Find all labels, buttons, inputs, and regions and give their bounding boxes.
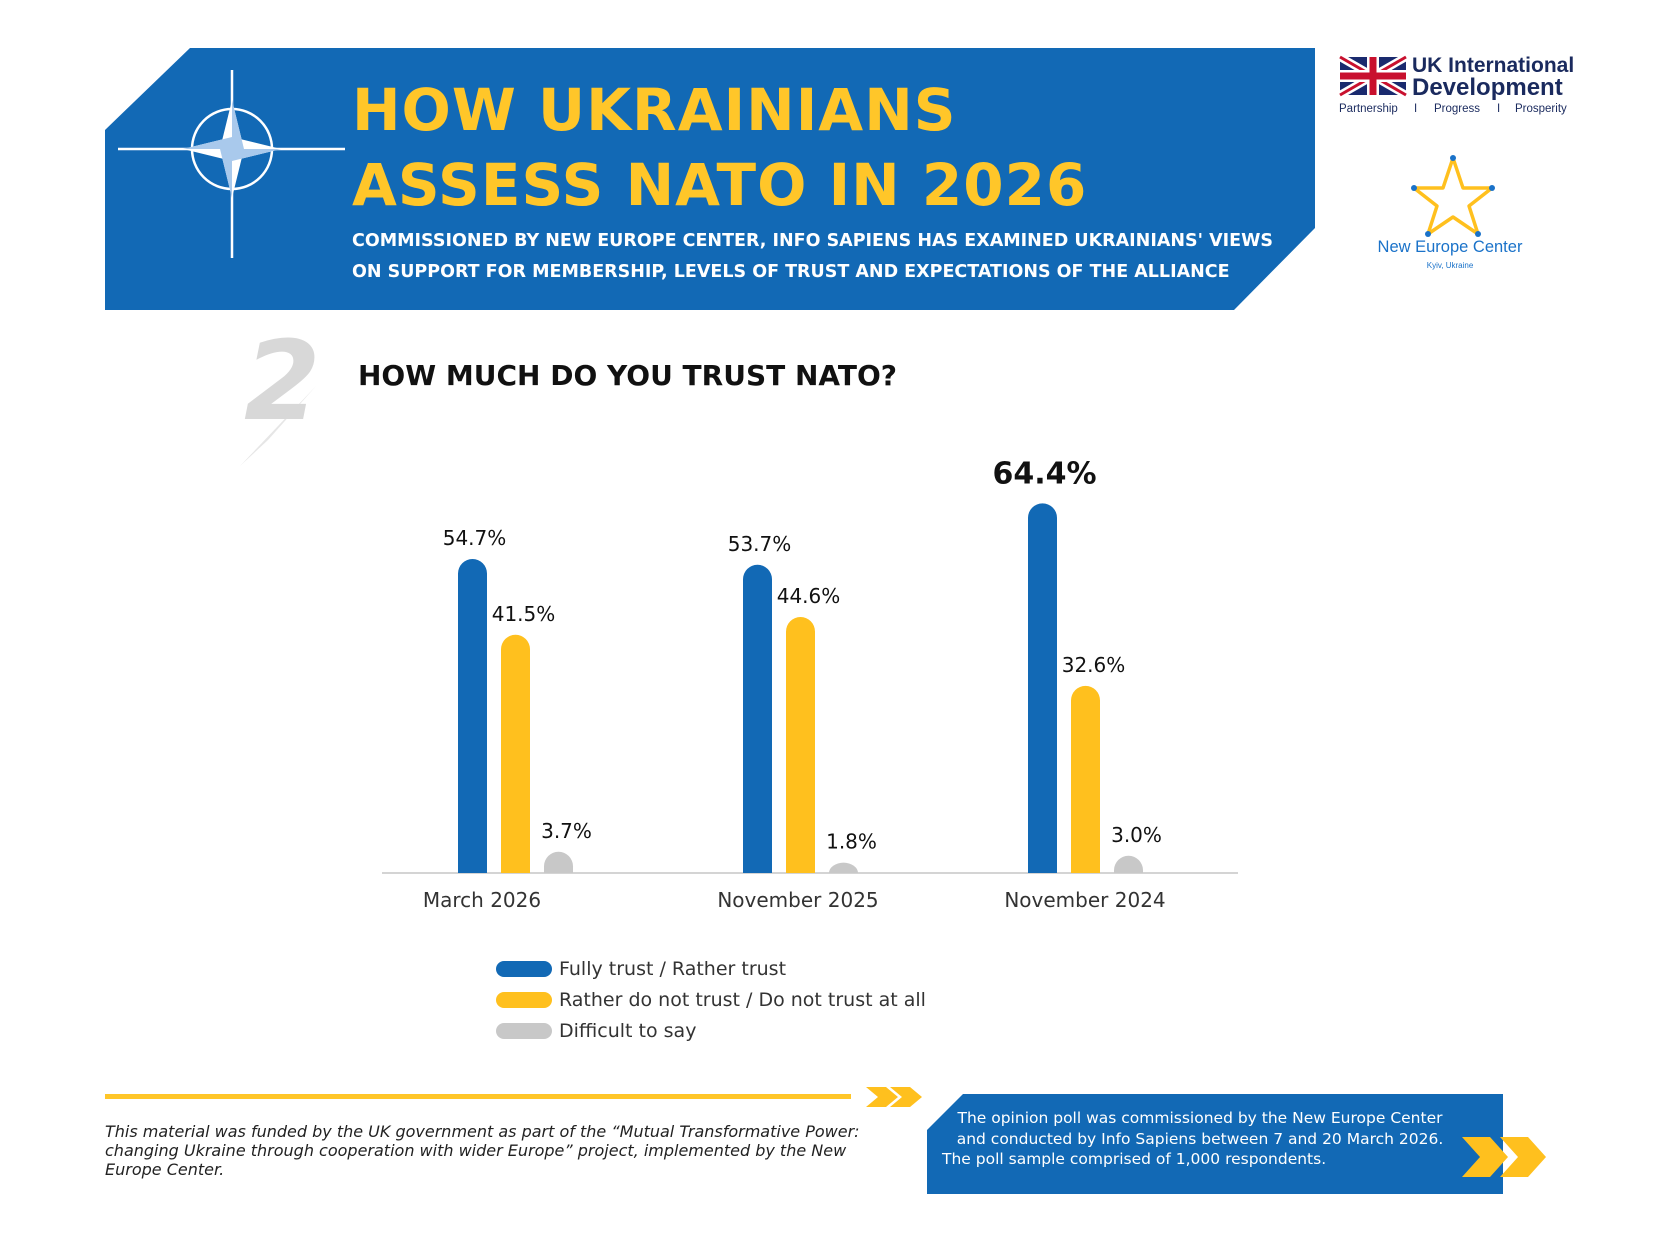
footer-chevrons-right-icon bbox=[1462, 1137, 1546, 1177]
data-label: 53.7% bbox=[728, 532, 792, 556]
data-label: 3.7% bbox=[541, 819, 592, 843]
legend-label: Rather do not trust / Do not trust at al… bbox=[559, 989, 926, 1011]
bar-difficult-1 bbox=[829, 862, 858, 873]
page-title-line-1: HOW UKRAINIANS bbox=[352, 76, 957, 144]
bar-trust-1 bbox=[743, 564, 772, 873]
ukid-logo-line-2: Development bbox=[1412, 74, 1563, 101]
legend-swatch-gray bbox=[496, 1023, 552, 1039]
chart-title: HOW MUCH DO YOU TRUST NATO? bbox=[358, 359, 898, 392]
funding-note: This material was funded by the UK gover… bbox=[105, 1122, 860, 1179]
bar-trust-2 bbox=[1028, 503, 1057, 873]
page-title-line-2: ASSESS NATO IN 2026 bbox=[352, 151, 1088, 219]
legend-swatch-blue bbox=[496, 961, 552, 977]
nec-logo-name: New Europe Center bbox=[1377, 238, 1523, 256]
data-label: 3.0% bbox=[1111, 823, 1162, 847]
star-logo-icon bbox=[1411, 155, 1495, 237]
data-label: 64.4% bbox=[992, 456, 1096, 491]
page-subtitle-line-1: COMMISSIONED BY NEW EUROPE CENTER, INFO … bbox=[352, 231, 1273, 251]
category-label: March 2026 bbox=[423, 888, 541, 912]
ukid-tag-separator: I bbox=[1414, 103, 1418, 115]
section-number-shadow bbox=[240, 386, 316, 466]
ukid-tag-separator: I bbox=[1497, 103, 1501, 115]
ukid-logo-line-1: UK International bbox=[1412, 54, 1575, 77]
page-subtitle-line-2: ON SUPPORT FOR MEMBERSHIP, LEVELS OF TRU… bbox=[352, 262, 1230, 282]
data-label: 44.6% bbox=[777, 584, 841, 608]
footer-chevrons-left-icon bbox=[866, 1087, 922, 1107]
data-label: 41.5% bbox=[492, 602, 556, 626]
ukid-tag-progress: Progress bbox=[1434, 103, 1481, 115]
bar-trust-0 bbox=[458, 559, 487, 873]
nec-logo-location: Kyiv, Ukraine bbox=[1426, 261, 1474, 270]
ukid-tag-prosperity: Prosperity bbox=[1515, 103, 1567, 115]
legend-label: Difficult to say bbox=[559, 1020, 697, 1042]
poll-note: The opinion poll was commissioned by the… bbox=[930, 1108, 1470, 1170]
header-banner bbox=[105, 48, 1315, 310]
bar-distrust-1 bbox=[786, 616, 815, 873]
category-label: November 2025 bbox=[717, 888, 878, 912]
legend-label: Fully trust / Rather trust bbox=[559, 958, 787, 980]
data-label: 32.6% bbox=[1062, 653, 1126, 677]
ukid-tag-partnership: Partnership bbox=[1339, 103, 1398, 115]
union-jack-flag-icon bbox=[1338, 53, 1408, 99]
bar-difficult-0 bbox=[544, 851, 573, 873]
category-label: November 2024 bbox=[1004, 888, 1165, 912]
nato-compass-star-icon bbox=[118, 70, 345, 258]
data-label: 1.8% bbox=[826, 830, 877, 854]
bar-distrust-0 bbox=[501, 634, 530, 873]
poll-note-line-2: and conducted by Info Sapiens between 7 … bbox=[956, 1129, 1444, 1148]
footer-divider bbox=[105, 1094, 851, 1099]
poll-note-line-3: The poll sample comprised of 1,000 respo… bbox=[942, 1150, 1327, 1168]
legend-swatch-yellow bbox=[496, 992, 552, 1008]
poll-note-line-1: The opinion poll was commissioned by the… bbox=[957, 1109, 1443, 1127]
section-number: 2 bbox=[244, 317, 321, 445]
data-label: 54.7% bbox=[443, 526, 507, 550]
poll-note-box bbox=[927, 1094, 1503, 1194]
bar-distrust-2 bbox=[1071, 685, 1100, 873]
bar-difficult-2 bbox=[1114, 855, 1143, 873]
